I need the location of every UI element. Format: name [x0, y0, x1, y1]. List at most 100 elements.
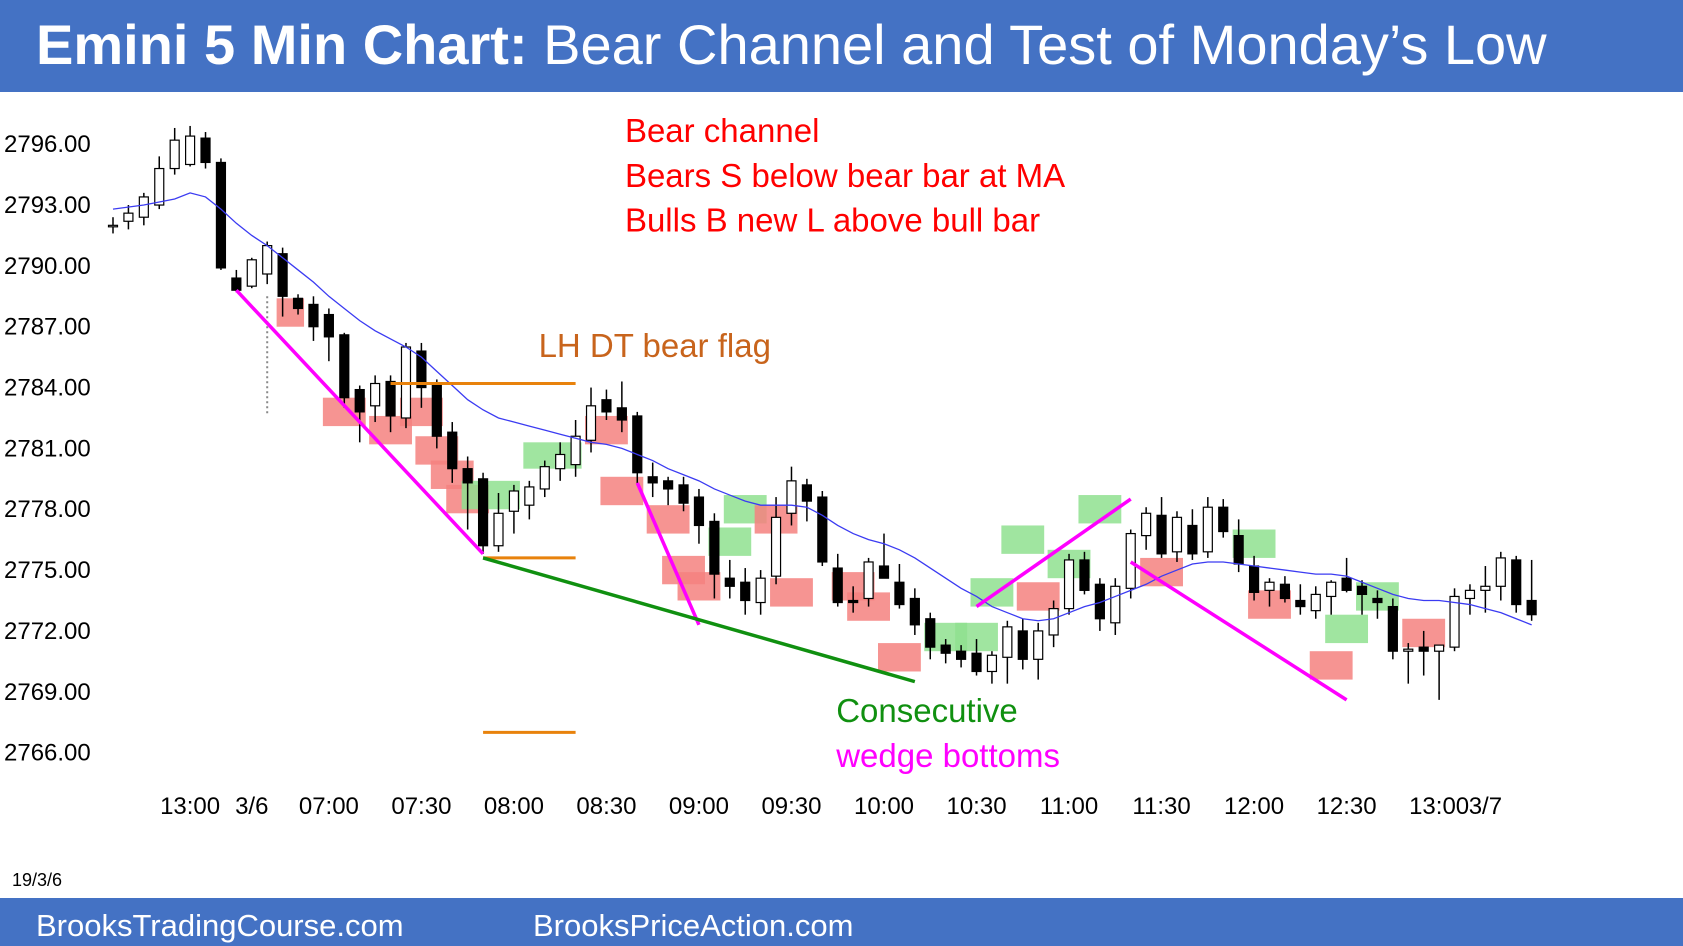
candle	[107, 217, 119, 234]
candle	[986, 651, 998, 684]
candle	[1156, 497, 1167, 558]
candle-body	[370, 382, 381, 407]
candle	[955, 645, 967, 668]
candle	[1418, 630, 1429, 676]
x-tick-label: 13:00	[160, 793, 220, 820]
candle	[647, 462, 658, 498]
candle	[909, 588, 920, 635]
candle	[817, 490, 828, 567]
candle	[1449, 588, 1460, 652]
candle	[1295, 584, 1306, 615]
candle	[1341, 557, 1352, 593]
candle-body	[1526, 599, 1537, 616]
x-tick-label: 08:30	[576, 793, 636, 820]
y-tick-label: 2787.00	[4, 314, 91, 341]
x-tick-label: 11:00	[1040, 793, 1098, 820]
chart-annotation: Bulls B new L above bull bar	[625, 201, 1040, 238]
candle-body	[138, 196, 149, 218]
candle	[709, 513, 720, 599]
candle-body	[1464, 589, 1476, 600]
candle-body	[1187, 524, 1198, 555]
magenta-trend-line	[635, 482, 701, 626]
y-tick-label: 2781.00	[4, 435, 91, 462]
candle-body	[1218, 506, 1229, 533]
candle	[524, 480, 535, 520]
candle-body	[940, 644, 951, 654]
candle	[1171, 511, 1183, 562]
candle-body	[878, 565, 890, 579]
candle	[539, 460, 550, 498]
candle-body	[1079, 559, 1090, 591]
candle	[801, 478, 813, 522]
candle	[339, 332, 350, 408]
candle-body	[1495, 557, 1506, 587]
candle	[462, 456, 473, 530]
candle	[848, 586, 859, 613]
candle	[308, 296, 319, 341]
candle	[447, 422, 458, 483]
x-tick-label: 07:30	[391, 793, 451, 820]
x-tick-label: 08:00	[484, 793, 544, 820]
candle-body	[1171, 516, 1183, 553]
y-tick-label: 2778.00	[4, 496, 91, 523]
candle	[894, 563, 905, 609]
x-tick-label: 12:30	[1317, 793, 1377, 820]
candle	[555, 442, 566, 481]
bull-highlight-box	[1001, 525, 1045, 554]
x-tick-label: 09:30	[761, 793, 821, 820]
candle-body	[678, 484, 689, 504]
candle-body	[1094, 583, 1105, 620]
candle	[1141, 507, 1152, 550]
magenta-trend-line	[975, 497, 1132, 609]
chart-annotation: LH DT bear flag	[539, 327, 771, 364]
candle-body	[909, 597, 920, 626]
candle	[123, 205, 134, 230]
bear-highlight-box	[770, 578, 813, 607]
candle	[1403, 643, 1414, 684]
candle-body	[169, 139, 180, 170]
footer-right-link[interactable]: BrooksPriceAction.com	[533, 908, 854, 943]
candle-body	[1033, 630, 1044, 660]
x-tick-label: 12:00	[1224, 793, 1284, 820]
candle	[940, 639, 951, 664]
candle	[154, 156, 165, 210]
candle	[601, 389, 612, 421]
candle-body	[570, 435, 581, 466]
candle	[1326, 580, 1337, 615]
moving-average-line	[112, 192, 1532, 626]
candle-body	[693, 496, 705, 527]
candle	[493, 493, 504, 552]
candle	[477, 472, 489, 554]
candle	[616, 381, 627, 433]
candle-body	[1356, 585, 1368, 596]
candle	[570, 420, 581, 477]
candle	[185, 125, 196, 167]
candle-body	[1403, 648, 1414, 652]
candle	[1356, 580, 1368, 615]
candle-body	[894, 581, 905, 606]
candle	[693, 488, 705, 544]
candle	[663, 476, 674, 506]
candle-body	[632, 415, 643, 474]
candle-body	[817, 496, 828, 563]
candle-body	[385, 380, 396, 417]
candle	[1063, 553, 1075, 615]
candle	[786, 466, 797, 526]
green-trend-line	[482, 556, 916, 684]
candle	[1372, 590, 1383, 619]
y-axis: 2796.00 2793.00 2790.00 2787.00 2784.00 2781.…	[4, 131, 91, 766]
candle-body	[955, 650, 967, 660]
candle-body	[755, 577, 766, 604]
candle	[1434, 644, 1445, 700]
candle	[1480, 566, 1491, 613]
footer-left-link[interactable]: BrooksTradingCourse.com	[36, 908, 404, 943]
candle	[1110, 578, 1121, 635]
candle	[1094, 578, 1105, 631]
candle	[1017, 618, 1028, 670]
bear-highlight-box	[878, 643, 921, 672]
candle-body	[1341, 577, 1352, 591]
candle-body	[585, 405, 597, 441]
candle-body	[1511, 559, 1522, 606]
candle-body	[709, 520, 720, 575]
x-tick-label: 09:00	[669, 793, 729, 820]
